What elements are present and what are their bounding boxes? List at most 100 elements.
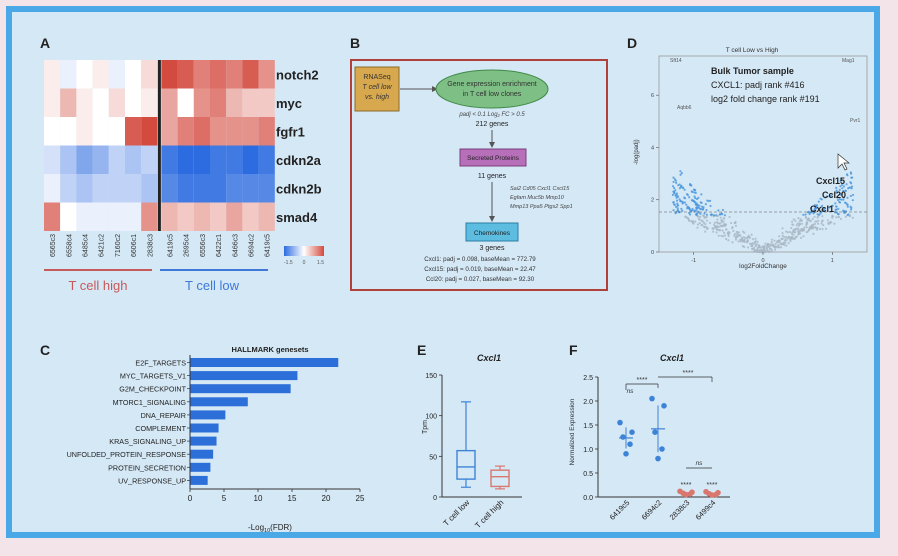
volcano-point bbox=[719, 216, 722, 219]
volcano-point bbox=[798, 229, 801, 232]
heatmap bbox=[44, 60, 275, 231]
heatmap-cell bbox=[161, 117, 178, 146]
volcano-point bbox=[830, 194, 833, 197]
volcano-point bbox=[696, 223, 700, 226]
heatmap-gene-labels: notch2 myc fgfr1 cdkn2a cdkn2b smad4 bbox=[276, 67, 322, 225]
volcano-point bbox=[674, 179, 677, 182]
volcano-point bbox=[734, 224, 738, 227]
volcano-point bbox=[751, 247, 754, 251]
heatmap-cell bbox=[258, 145, 275, 174]
volcano-point bbox=[683, 197, 687, 200]
volcano-point bbox=[785, 230, 788, 233]
sig-label-3: ns bbox=[627, 388, 635, 395]
volcano-point bbox=[716, 218, 719, 221]
heatmap-cell bbox=[141, 202, 158, 231]
volcano-ytick-label: 0 bbox=[651, 250, 654, 256]
heatmap-cell bbox=[141, 60, 158, 89]
scatter-category-label: 2838c3 bbox=[668, 498, 692, 522]
volcano-point bbox=[702, 214, 706, 218]
volcano-point bbox=[740, 239, 743, 242]
volcano-point bbox=[734, 238, 738, 241]
volcano-point bbox=[785, 236, 788, 239]
volcano-point bbox=[839, 185, 842, 188]
volcano-point bbox=[796, 222, 799, 225]
volcano-point bbox=[794, 228, 797, 231]
volcano-point bbox=[816, 222, 820, 225]
volcano-point bbox=[778, 235, 781, 238]
hallmark-bar bbox=[190, 397, 248, 407]
volcano-point bbox=[783, 235, 786, 239]
scatter-category-label: 6499c4 bbox=[694, 498, 718, 522]
volcano-point bbox=[783, 243, 786, 247]
heatmap-cell bbox=[60, 60, 77, 89]
volcano-point bbox=[750, 244, 753, 248]
volcano-point bbox=[844, 215, 847, 218]
volcano-ytick-label: 6 bbox=[651, 93, 654, 99]
panel-c-letter: C bbox=[40, 342, 50, 358]
scale-tick-max: 1.5 bbox=[317, 260, 324, 266]
volcano-point bbox=[753, 250, 756, 253]
heatmap-cell bbox=[161, 60, 178, 89]
volcano-point bbox=[850, 206, 853, 209]
volcano-point bbox=[751, 238, 755, 241]
gene-label-ccl20: Ccl20 bbox=[822, 190, 846, 200]
volcano-point bbox=[809, 227, 812, 230]
heatmap-cell bbox=[177, 202, 194, 231]
gene-label: smad4 bbox=[276, 210, 318, 225]
volcano-point bbox=[784, 241, 787, 244]
volcano-point bbox=[702, 207, 705, 210]
volcano-point bbox=[828, 195, 831, 198]
volcano-point bbox=[687, 206, 691, 209]
volcano-point bbox=[836, 212, 840, 216]
volcano-point bbox=[797, 227, 800, 231]
sample-label: 2838c3 bbox=[147, 234, 154, 257]
volcano-point bbox=[716, 214, 719, 217]
volcano-point bbox=[785, 244, 788, 247]
scatter-point bbox=[661, 403, 667, 409]
panel-e: E Cxcl1 Tpm 0 50 100 150 T cell low T cell hi… bbox=[417, 342, 522, 530]
volcano-point bbox=[702, 221, 706, 224]
volcano-point bbox=[813, 222, 816, 226]
volcano-point bbox=[774, 246, 777, 249]
heatmap-cell bbox=[193, 202, 210, 231]
dot-plot: 0.0 0.5 1.0 1.5 2.0 2.5 6419c5 6694c2 2838c3 6499… bbox=[583, 375, 730, 522]
hallmark-category-label: PROTEIN_SECRETION bbox=[108, 463, 186, 472]
scatter-title: Cxcl1 bbox=[660, 353, 684, 363]
heatmap-cell bbox=[210, 60, 227, 89]
hallmark-xtick-label: 25 bbox=[356, 494, 365, 503]
hallmark-bar bbox=[190, 410, 226, 420]
heatmap-cell bbox=[44, 145, 61, 174]
volcano-point bbox=[800, 219, 804, 222]
heatmap-cell bbox=[161, 145, 178, 174]
panel-e-letter: E bbox=[417, 342, 426, 358]
bulk-box-line-1: CXCL1: padj rank #416 bbox=[711, 80, 805, 90]
volcano-point bbox=[792, 218, 795, 221]
rnaseq-box bbox=[354, 66, 400, 112]
hallmark-category-label: DNA_REPAIR bbox=[141, 411, 186, 420]
volcano-point bbox=[822, 207, 826, 210]
volcano-point bbox=[695, 207, 699, 210]
volcano-point bbox=[748, 236, 751, 239]
volcano-point bbox=[850, 187, 853, 190]
hallmark-category-label: COMPLEMENT bbox=[135, 424, 186, 433]
scatter-ylabel: Normalized Expression bbox=[569, 398, 576, 465]
gene-label: cdkn2b bbox=[276, 181, 322, 196]
hallmark-xlabel: -Log10(FDR) bbox=[248, 523, 292, 532]
high-group-label: T cell high bbox=[68, 278, 127, 293]
secreted-genes-1: Sai2 Cd05 Cxcl1 Cxcl15 bbox=[510, 186, 570, 192]
volcano-point bbox=[705, 219, 709, 222]
heatmap-cell bbox=[177, 88, 194, 117]
volcano-point bbox=[822, 209, 825, 212]
chemokines-label: Chemokines bbox=[474, 230, 511, 237]
volcano-xlabel: log2FoldChange bbox=[739, 263, 787, 270]
volcano-point bbox=[811, 217, 814, 221]
sample-label: 6419c5 bbox=[265, 234, 272, 257]
volcano-ticks: -1 0 1 0 2 4 6 bbox=[651, 93, 834, 264]
scatter-point bbox=[629, 429, 635, 436]
volcano-point bbox=[671, 193, 674, 197]
volcano-point bbox=[676, 202, 679, 205]
heatmap-cell bbox=[210, 88, 227, 117]
volcano-point bbox=[815, 220, 818, 223]
volcano-point bbox=[688, 196, 691, 199]
volcano-point bbox=[727, 233, 730, 236]
